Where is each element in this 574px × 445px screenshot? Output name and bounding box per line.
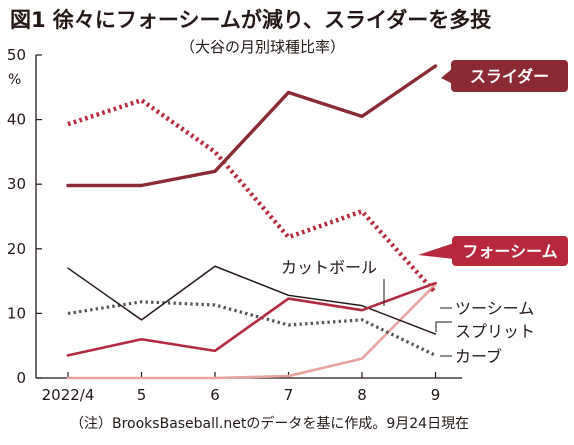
y-unit-label: % (8, 72, 21, 88)
label-split: スプリット (455, 322, 535, 341)
callout-fourseam: フォーシーム (418, 236, 568, 266)
y-axis: 0 10 20 30 40 50% (7, 46, 42, 387)
chart-subtitle: （大谷の月別球種比率） (180, 38, 346, 56)
chart-title: 図1 徐々にフォーシームが減り、スライダーを多投 (10, 8, 492, 32)
x-tick-label: 7 (284, 386, 294, 404)
y-tick-label: 10 (7, 304, 26, 322)
series-curve (66, 283, 437, 380)
callout-fourseam-label: フォーシーム (462, 242, 557, 261)
x-tick-label: 9 (431, 386, 441, 404)
x-tick-label: 6 (210, 386, 220, 404)
label-twoseam: ツーシーム (455, 299, 534, 318)
series-fourseam (67, 97, 438, 295)
series-line-curve (66, 283, 437, 380)
callout-slider-pointer (441, 68, 453, 84)
series-line-cutter (66, 281, 437, 357)
x-tick-label: 8 (357, 386, 367, 404)
callout-fourseam-box (452, 236, 568, 266)
callout-slider-label: スライダー (470, 67, 549, 86)
callout-fourseam-pointer (418, 243, 454, 259)
series-line-slider (66, 64, 438, 188)
leader-split (435, 321, 452, 332)
y-tick-label: 30 (7, 175, 26, 193)
x-tick-label: 2022/4 (42, 386, 95, 404)
label-cutter: カットボール (281, 258, 377, 277)
series-split (67, 300, 437, 357)
x-tick-label: 5 (137, 386, 147, 404)
series-cutter (66, 281, 437, 357)
callout-slider: スライダー (441, 60, 568, 92)
y-tick-label: 50 (7, 46, 26, 64)
series-lines (66, 64, 438, 380)
series-slider (66, 64, 438, 188)
y-tick-label: 40 (7, 111, 26, 129)
series-line-fourseam (67, 97, 438, 295)
y-tick-label: 0 (16, 369, 26, 387)
series-line-twoseam (67, 265, 437, 335)
series-line-split (67, 300, 437, 357)
y-tick-label: 20 (7, 240, 26, 258)
series-twoseam (67, 265, 437, 335)
label-curve: カーブ (455, 347, 502, 366)
callout-slider-box (451, 60, 568, 92)
source-note: （注）BrooksBaseball.netのデータを基に作成。9月24日現在 (70, 416, 470, 432)
